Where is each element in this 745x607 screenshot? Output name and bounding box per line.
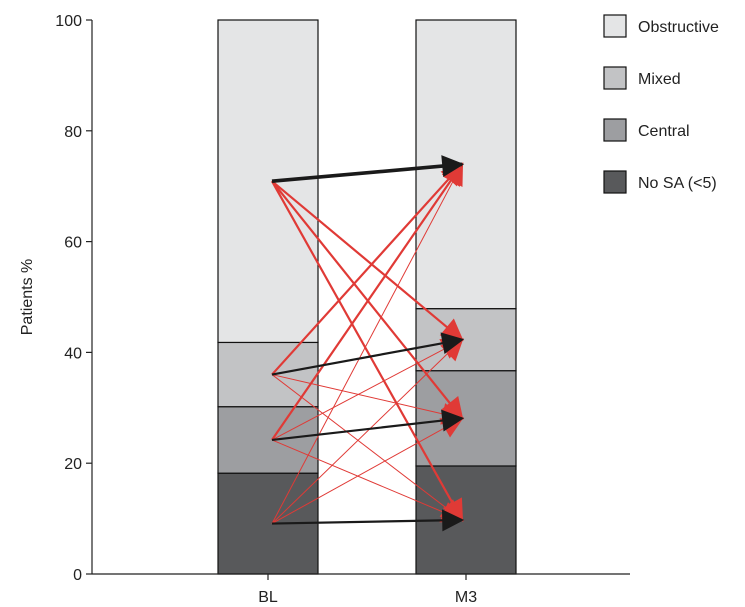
legend-label-mixed: Mixed bbox=[638, 71, 681, 88]
bar-segment-m3-obstructive bbox=[415, 19, 517, 310]
y-axis-title: Patients % bbox=[19, 259, 36, 335]
y-tick-label: 0 bbox=[73, 567, 82, 584]
y-tick-label: 60 bbox=[64, 235, 82, 252]
transition-arrow-obstructive-to-central bbox=[271, 180, 464, 421]
legend-label-no-sa-5: No SA (<5) bbox=[638, 175, 717, 192]
y-tick-label: 100 bbox=[55, 13, 82, 30]
legend-swatch-no-sa-5 bbox=[603, 170, 627, 194]
transition-arrow-obstructive-to-mixed bbox=[271, 180, 464, 342]
legend-label-central: Central bbox=[638, 123, 690, 140]
transition-arrow-mixed-to-obstructive bbox=[271, 162, 464, 376]
bar-segment-bl-obstructive bbox=[217, 19, 319, 344]
transition-arrow-no-sa-5-to-no-sa-5 bbox=[271, 509, 465, 532]
transition-arrow-mixed-to-mixed bbox=[271, 332, 465, 376]
bar-segment-bl-central bbox=[217, 406, 319, 474]
transition-arrows bbox=[271, 155, 465, 532]
transition-arrow-central-to-no-sa-5 bbox=[271, 439, 465, 523]
transition-arrow-obstructive-to-no-sa-5 bbox=[271, 180, 464, 522]
x-tick-label-m3: M3 bbox=[455, 589, 477, 606]
y-tick-label: 80 bbox=[64, 124, 82, 141]
y-tick-label: 40 bbox=[64, 345, 82, 362]
transition-arrow-no-sa-5-to-central bbox=[271, 417, 464, 525]
bars bbox=[217, 19, 517, 575]
x-tick-label-bl: BL bbox=[258, 589, 278, 606]
transition-arrow-no-sa-5-to-mixed bbox=[271, 338, 464, 524]
x-axis: BL M3 bbox=[92, 573, 630, 606]
transition-arrow-mixed-to-central bbox=[271, 374, 465, 425]
transition-arrow-central-to-mixed bbox=[271, 338, 464, 441]
legend-swatch-obstructive bbox=[603, 14, 627, 38]
transition-arrow-central-to-central bbox=[271, 409, 465, 442]
transition-arrow-central-to-obstructive bbox=[271, 162, 464, 441]
legend: Obstructive Mixed Central No SA (<5) bbox=[603, 14, 719, 194]
legend-label-obstructive: Obstructive bbox=[638, 19, 719, 36]
bar-segment-m3-central bbox=[415, 370, 517, 467]
transition-arrow-mixed-to-no-sa-5 bbox=[271, 374, 464, 522]
y-tick-label: 20 bbox=[64, 456, 82, 473]
y-axis: 0 20 40 60 80 100 bbox=[55, 13, 93, 584]
bar-segment-m3-mixed bbox=[415, 308, 517, 372]
legend-swatch-central bbox=[603, 118, 627, 142]
legend-swatch-mixed bbox=[603, 66, 627, 90]
transition-arrow-no-sa-5-to-obstructive bbox=[271, 162, 464, 524]
bar-segment-bl-mixed bbox=[217, 341, 319, 408]
transition-arrow-obstructive-to-obstructive bbox=[271, 155, 465, 184]
